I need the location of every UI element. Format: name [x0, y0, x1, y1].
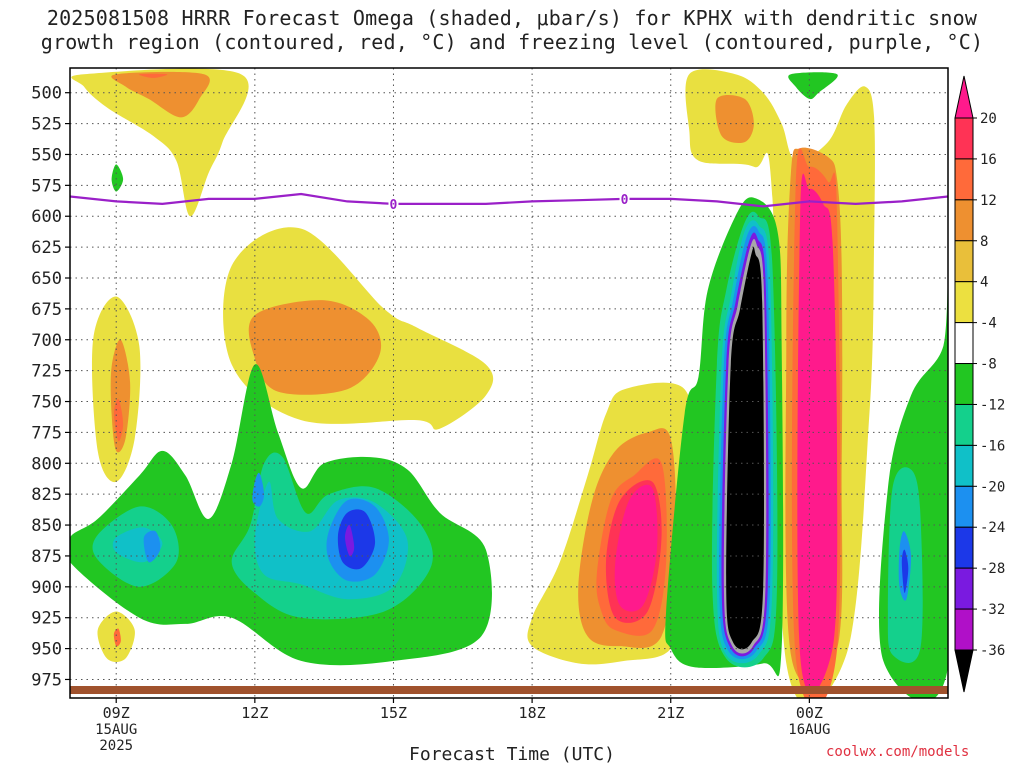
- omega-region-31: [797, 173, 838, 693]
- colorbar-cell-0: [954, 117, 974, 160]
- y-tick-label: 575: [31, 176, 62, 196]
- colorbar-cell-8: [954, 444, 974, 487]
- colorbar-label: 4: [980, 275, 988, 291]
- chart-title-line-1: 2025081508 HRRR Forecast Omega (shaded, …: [46, 6, 978, 30]
- x-tick-sublabel: 16AUG: [788, 722, 830, 738]
- colorbar-label: 12: [980, 193, 997, 209]
- omega-region-28: [788, 72, 838, 100]
- y-tick-label: 725: [31, 362, 62, 382]
- y-tick-label: 750: [31, 393, 62, 413]
- colorbar-cell-11: [954, 567, 974, 610]
- y-tick-label: 825: [31, 485, 62, 505]
- x-tick-label: 09Z: [103, 704, 130, 722]
- omega-region-0: [71, 68, 249, 217]
- colorbar-cell-2: [954, 199, 974, 242]
- y-tick-label: 850: [31, 516, 62, 536]
- omega-region-20: [113, 628, 121, 647]
- y-tick-label: 700: [31, 331, 62, 351]
- y-tick-label: 800: [31, 454, 62, 474]
- colorbar-label: -20: [980, 479, 1005, 495]
- x-axis-label: Forecast Time (UTC): [409, 744, 615, 765]
- omega-region-42: [901, 549, 909, 594]
- y-tick-label: 900: [31, 578, 62, 598]
- y-tick-label: 975: [31, 670, 62, 690]
- colorbar-cell-7: [954, 403, 974, 446]
- x-tick-label: 18Z: [519, 704, 546, 722]
- y-tick-label: 600: [31, 207, 62, 227]
- colorbar-label: 20: [980, 111, 997, 127]
- omega-region-8: [248, 300, 382, 395]
- colorbar: 20 16 12 8 4 -4 -8 -12 -16 -20 -24 -28 -32 -36: [954, 75, 1005, 693]
- colorbar-cell-5: [954, 322, 974, 365]
- omega-region-2: [139, 73, 168, 78]
- omega-region-1: [111, 71, 210, 118]
- colorbar-label: -36: [980, 643, 1005, 659]
- omega-region-12: [143, 530, 161, 563]
- colorbar-cell-9: [954, 485, 974, 528]
- grid-lines: [70, 68, 948, 698]
- omega-region-38: [726, 246, 764, 650]
- y-tick-label: 925: [31, 609, 62, 629]
- x-tick-label: 12Z: [241, 704, 268, 722]
- freezing-label-bg-1: [619, 191, 630, 206]
- colorbar-cell-12: [954, 608, 974, 651]
- omega-region-25: [614, 484, 658, 612]
- colorbar-bottom-triangle: [954, 649, 974, 693]
- x-tick-sublabel: 2025: [99, 738, 133, 754]
- y-tick-label: 650: [31, 269, 62, 289]
- colorbar-label: -28: [980, 561, 1005, 577]
- freezing-level-label: 0: [390, 198, 398, 213]
- y-tick-label: 675: [31, 300, 62, 320]
- y-tick-label: 875: [31, 547, 62, 567]
- colorbar-cell-1: [954, 158, 974, 201]
- x-tick-label: 21Z: [657, 704, 684, 722]
- colorbar-label: -24: [980, 520, 1005, 536]
- x-tick-label: 15Z: [380, 704, 407, 722]
- chart-title-line-2: growth region (contoured, red, °C) and f…: [40, 30, 984, 54]
- y-tick-label: 500: [31, 84, 62, 104]
- omega-region-18: [345, 524, 355, 557]
- omega-shading: [70, 68, 948, 698]
- credit-text: coolwx.com/models: [826, 744, 970, 760]
- colorbar-cell-6: [954, 363, 974, 405]
- colorbar-label: -16: [980, 438, 1005, 454]
- colorbar-cell-3: [954, 240, 974, 283]
- omega-region-17: [337, 509, 376, 570]
- colorbar-cell-10: [954, 526, 974, 569]
- y-tick-label: 550: [31, 145, 62, 165]
- terrain-strip: [70, 686, 948, 694]
- colorbar-label: 8: [980, 234, 988, 250]
- y-tick-label: 625: [31, 238, 62, 258]
- omega-region-3: [111, 164, 124, 192]
- colorbar-label: -12: [980, 397, 1005, 413]
- colorbar-label: 16: [980, 152, 997, 168]
- x-tick-sublabel: 15AUG: [95, 722, 137, 738]
- freezing-level-line: [70, 192, 948, 208]
- freezing-level-label: 0: [621, 193, 629, 208]
- colorbar-cell-4: [954, 281, 974, 324]
- colorbar-top-triangle: [954, 75, 974, 119]
- y-tick-label: 950: [31, 640, 62, 660]
- omega-region-27: [715, 94, 754, 144]
- y-tick-label: 525: [31, 115, 62, 135]
- x-tick-label: 00Z: [796, 704, 823, 722]
- y-tick-label: 775: [31, 423, 62, 443]
- y-axis: 500 525 550 575 600 625 650 675 700 725 750 775 800 8…: [31, 84, 70, 690]
- colorbar-label: -8: [980, 357, 997, 373]
- plot-frame: [69, 67, 949, 699]
- colorbar-label: -32: [980, 602, 1005, 618]
- freezing-label-bg-0: [388, 196, 399, 211]
- colorbar-label: -4: [980, 316, 997, 332]
